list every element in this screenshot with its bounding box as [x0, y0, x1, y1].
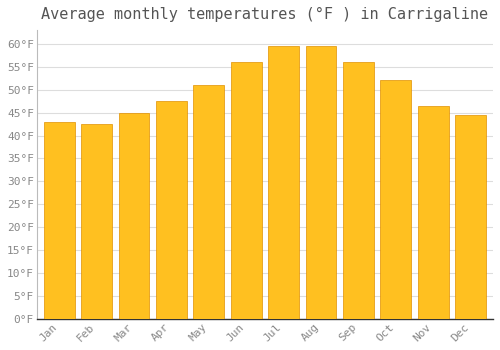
Bar [380, 80, 411, 319]
Bar [268, 46, 299, 319]
Bar [156, 101, 186, 319]
Bar [231, 62, 262, 319]
Bar [81, 124, 112, 319]
Bar [418, 106, 448, 319]
Bar [306, 46, 336, 319]
Bar [118, 113, 150, 319]
Bar [44, 122, 74, 319]
Title: Average monthly temperatures (°F ) in Carrigaline: Average monthly temperatures (°F ) in Ca… [42, 7, 488, 22]
Bar [456, 115, 486, 319]
Bar [343, 62, 374, 319]
Bar [194, 85, 224, 319]
